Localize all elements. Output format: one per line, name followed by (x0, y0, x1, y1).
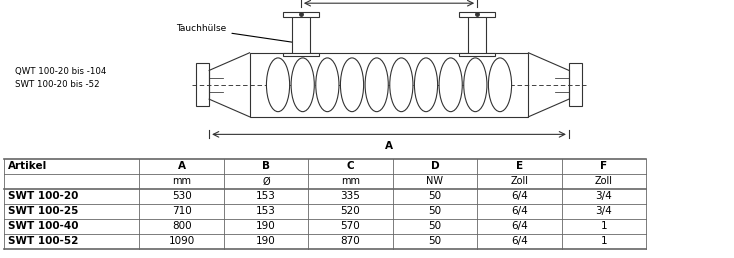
Ellipse shape (316, 58, 339, 112)
Text: 530: 530 (172, 191, 192, 201)
Text: mm: mm (341, 176, 360, 186)
Bar (459, 12, 495, 17)
Text: 520: 520 (341, 206, 360, 216)
Text: 710: 710 (172, 206, 192, 216)
Text: 570: 570 (341, 221, 360, 231)
Text: D: D (431, 162, 439, 171)
Text: SWT 100-52: SWT 100-52 (8, 236, 79, 246)
Text: SWT 100-20 bis -52: SWT 100-20 bis -52 (15, 80, 99, 89)
Text: SWT 100-40: SWT 100-40 (8, 221, 79, 231)
Text: 6/4: 6/4 (511, 221, 528, 231)
Text: B: B (262, 162, 270, 171)
Text: 190: 190 (256, 221, 276, 231)
Ellipse shape (390, 58, 413, 112)
Ellipse shape (365, 58, 388, 112)
Ellipse shape (415, 58, 437, 112)
Text: A: A (178, 162, 186, 171)
Bar (468, 16, 486, 54)
Text: NW: NW (426, 176, 443, 186)
Text: 1090: 1090 (169, 236, 195, 246)
Text: 3/4: 3/4 (595, 206, 612, 216)
Text: 335: 335 (341, 191, 360, 201)
Bar (569, 63, 582, 106)
Text: F: F (600, 162, 607, 171)
Text: SWT 100-25: SWT 100-25 (8, 206, 79, 216)
Text: 50: 50 (429, 236, 441, 246)
Text: Zoll: Zoll (510, 176, 528, 186)
Text: QWT 100-20 bis -104: QWT 100-20 bis -104 (15, 68, 106, 76)
Bar (459, 53, 495, 56)
Text: 1: 1 (600, 221, 607, 231)
Bar (283, 12, 319, 17)
Text: C: C (346, 162, 355, 171)
Text: SWT 100-20: SWT 100-20 (8, 191, 79, 201)
Text: 3/4: 3/4 (595, 191, 612, 201)
Text: 1: 1 (600, 236, 607, 246)
Text: 870: 870 (341, 236, 360, 246)
Text: 6/4: 6/4 (511, 191, 528, 201)
Text: 6/4: 6/4 (511, 206, 528, 216)
Bar (283, 53, 319, 56)
Text: E: E (516, 162, 523, 171)
Ellipse shape (488, 58, 512, 112)
Text: 153: 153 (256, 191, 276, 201)
Text: A: A (385, 141, 393, 151)
Text: mm: mm (172, 176, 191, 186)
Text: Zoll: Zoll (595, 176, 613, 186)
Text: Tauchhülse: Tauchhülse (176, 24, 301, 45)
Text: 153: 153 (256, 206, 276, 216)
Text: 50: 50 (429, 221, 441, 231)
Text: 6/4: 6/4 (511, 236, 528, 246)
Text: 50: 50 (429, 191, 441, 201)
Text: 190: 190 (256, 236, 276, 246)
Ellipse shape (266, 58, 290, 112)
Text: 50: 50 (429, 206, 441, 216)
Ellipse shape (341, 58, 363, 112)
Bar (291, 16, 310, 54)
Text: Artikel: Artikel (8, 162, 47, 171)
Ellipse shape (464, 58, 487, 112)
Text: Ø: Ø (262, 176, 270, 186)
Bar (196, 63, 209, 106)
Ellipse shape (439, 58, 462, 112)
Text: 800: 800 (172, 221, 192, 231)
Ellipse shape (291, 58, 314, 112)
Bar (250, 53, 528, 117)
